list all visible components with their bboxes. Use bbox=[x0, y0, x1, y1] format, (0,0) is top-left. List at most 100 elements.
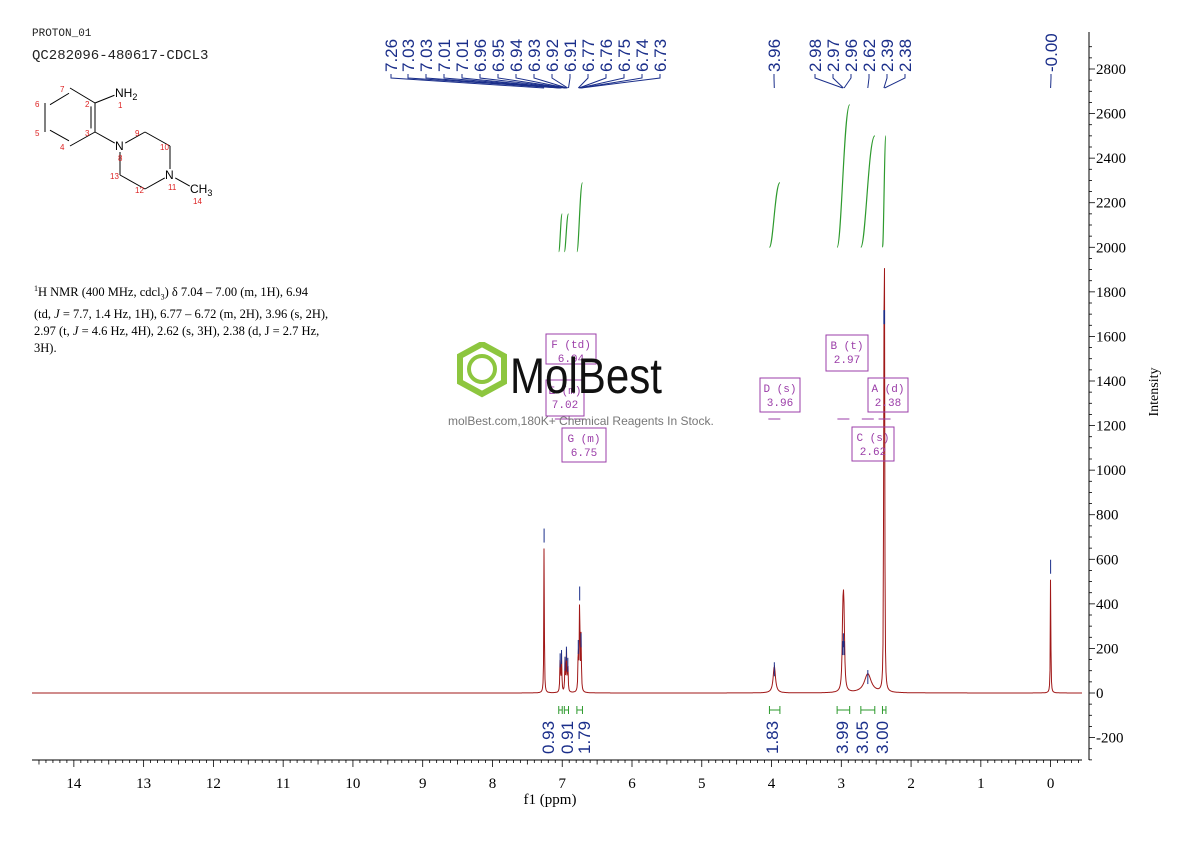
x-tick-label: 9 bbox=[419, 776, 427, 792]
label-connector bbox=[479, 74, 566, 89]
bond bbox=[69, 131, 96, 147]
multiplet-label: D (s) bbox=[763, 384, 796, 396]
y-tick-label: 0 bbox=[1096, 686, 1104, 702]
bond bbox=[94, 94, 115, 104]
label-connector bbox=[883, 74, 888, 89]
description-line: 1H NMR (400 MHz, cdcl3) δ 7.04 – 7.00 (m… bbox=[34, 284, 308, 302]
peak-labels: 7.267.03 7.03 7.01 7.01 6.96 6.95 6.94 6.93 6.92… bbox=[382, 33, 1061, 72]
peak-label: 6.95 bbox=[489, 39, 508, 72]
multiplet-boxes: F (td) 6.94 E (m) 7.02 G (m) 6.75 D (s) 3.96 B (… bbox=[545, 333, 909, 463]
multiplet-shift: 6.94 bbox=[558, 354, 585, 366]
atom-number: 2 bbox=[85, 100, 90, 109]
peak-label: 2.38 bbox=[896, 39, 915, 72]
label-connector bbox=[515, 74, 567, 89]
spectrum-info: PROTON_01 QC282096-480617-CDCL3 bbox=[32, 28, 208, 64]
peak-label: 6.77 bbox=[579, 39, 598, 72]
brand-name: MolBest bbox=[510, 348, 662, 400]
atom-symbol: N bbox=[165, 168, 174, 182]
integral-curve bbox=[563, 213, 570, 253]
atom-number: 7 bbox=[60, 85, 65, 94]
peak-label: 7.03 bbox=[417, 39, 436, 72]
description-line: 3H). bbox=[34, 340, 57, 355]
y-tick-label: 200 bbox=[1096, 641, 1119, 657]
bond bbox=[119, 174, 146, 190]
y-tick-label: -200 bbox=[1096, 731, 1124, 747]
multiplet-shift: 2.38 bbox=[875, 398, 901, 410]
atom-number: 1 bbox=[118, 101, 123, 110]
y-tick-label: 400 bbox=[1096, 597, 1119, 613]
x-tick-label: 6 bbox=[628, 776, 636, 792]
peak-label: 2.96 bbox=[842, 39, 861, 72]
label-connector bbox=[578, 74, 607, 89]
label-connector bbox=[551, 74, 569, 89]
atom-symbol: N bbox=[115, 139, 124, 153]
integral-curve bbox=[768, 182, 781, 248]
integral-value: 3.00 bbox=[873, 721, 892, 754]
peak-label: 2.97 bbox=[824, 39, 843, 72]
label-connector bbox=[581, 74, 661, 89]
multiplet-box bbox=[851, 426, 895, 462]
peak-label: 6.92 bbox=[543, 39, 562, 72]
integral-value: 3.05 bbox=[853, 721, 872, 754]
label-connector bbox=[577, 74, 589, 89]
atom-number: 4 bbox=[60, 143, 65, 152]
bond bbox=[174, 177, 191, 187]
x-tick-label: 11 bbox=[276, 776, 290, 792]
integral-value: 1.83 bbox=[763, 721, 782, 754]
multiplet-box bbox=[561, 427, 607, 463]
label-connector bbox=[579, 74, 625, 89]
atom-symbol: NH2 bbox=[115, 86, 137, 102]
peak-label: -0.00 bbox=[1042, 33, 1061, 72]
multiplet-shift: 2.97 bbox=[834, 355, 860, 367]
peak-label: 6.73 bbox=[651, 39, 670, 72]
peak-label: 7.01 bbox=[453, 39, 472, 72]
atom-number: 8 bbox=[118, 154, 123, 163]
x-tick-label: 7 bbox=[558, 776, 566, 792]
multiplet-shift: 2.62 bbox=[860, 447, 886, 459]
label-connector bbox=[533, 74, 568, 89]
atom-number: 14 bbox=[193, 197, 202, 206]
hexagon-icon bbox=[457, 340, 507, 398]
integral-value: 1.79 bbox=[575, 721, 594, 754]
y-tick-label: 2200 bbox=[1096, 196, 1126, 212]
integral-value: 3.99 bbox=[833, 721, 852, 754]
multiplet-label: G (m) bbox=[567, 434, 600, 446]
label-connector bbox=[425, 74, 561, 89]
label-connector bbox=[843, 74, 852, 89]
atom-number: 13 bbox=[110, 172, 119, 181]
double-bond bbox=[49, 92, 70, 106]
peak-label: 2.62 bbox=[860, 39, 879, 72]
y-axis: -200 0 200 400 600 800 1000 1200 1400 1600 1800 200… bbox=[1088, 32, 1126, 761]
sample-id: QC282096-480617-CDCL3 bbox=[32, 48, 209, 64]
atom-number: 10 bbox=[160, 143, 169, 152]
bond bbox=[124, 131, 146, 144]
multiplet-label: E (m) bbox=[548, 386, 581, 398]
description-line: 2.97 (t, J = 4.6 Hz, 4H), 2.62 (s, 3H), … bbox=[34, 323, 320, 338]
peak-label: 3.96 bbox=[765, 39, 784, 72]
multiplet-shift: 6.75 bbox=[571, 448, 597, 460]
molbest-logo: MolBest bbox=[452, 340, 667, 405]
atom-symbol: CH3 bbox=[190, 182, 212, 198]
integral-curve bbox=[558, 213, 563, 253]
x-tick-label: 2 bbox=[907, 776, 915, 792]
multiplet-box bbox=[545, 379, 585, 417]
atom-number: 5 bbox=[35, 129, 40, 138]
y-tick-label: 1600 bbox=[1096, 329, 1126, 345]
y-tick-label: 1000 bbox=[1096, 463, 1126, 479]
multiplet-label: F (td) bbox=[551, 340, 591, 352]
label-connector bbox=[568, 74, 571, 89]
bond bbox=[144, 131, 171, 147]
x-tick-label: 4 bbox=[768, 776, 776, 792]
multiplet-shift: 7.02 bbox=[552, 400, 578, 412]
x-tick-label: 1 bbox=[977, 776, 985, 792]
peak-label: 6.94 bbox=[507, 39, 526, 72]
multiplet-box bbox=[867, 377, 909, 413]
integral-value: 0.93 bbox=[539, 721, 558, 754]
y-tick-label: 800 bbox=[1096, 508, 1119, 524]
integral-value: 0.91 bbox=[558, 721, 577, 754]
label-connector bbox=[884, 74, 906, 89]
peak-label: 6.96 bbox=[471, 39, 490, 72]
atom-number: 12 bbox=[135, 186, 144, 195]
label-connector bbox=[390, 74, 545, 89]
